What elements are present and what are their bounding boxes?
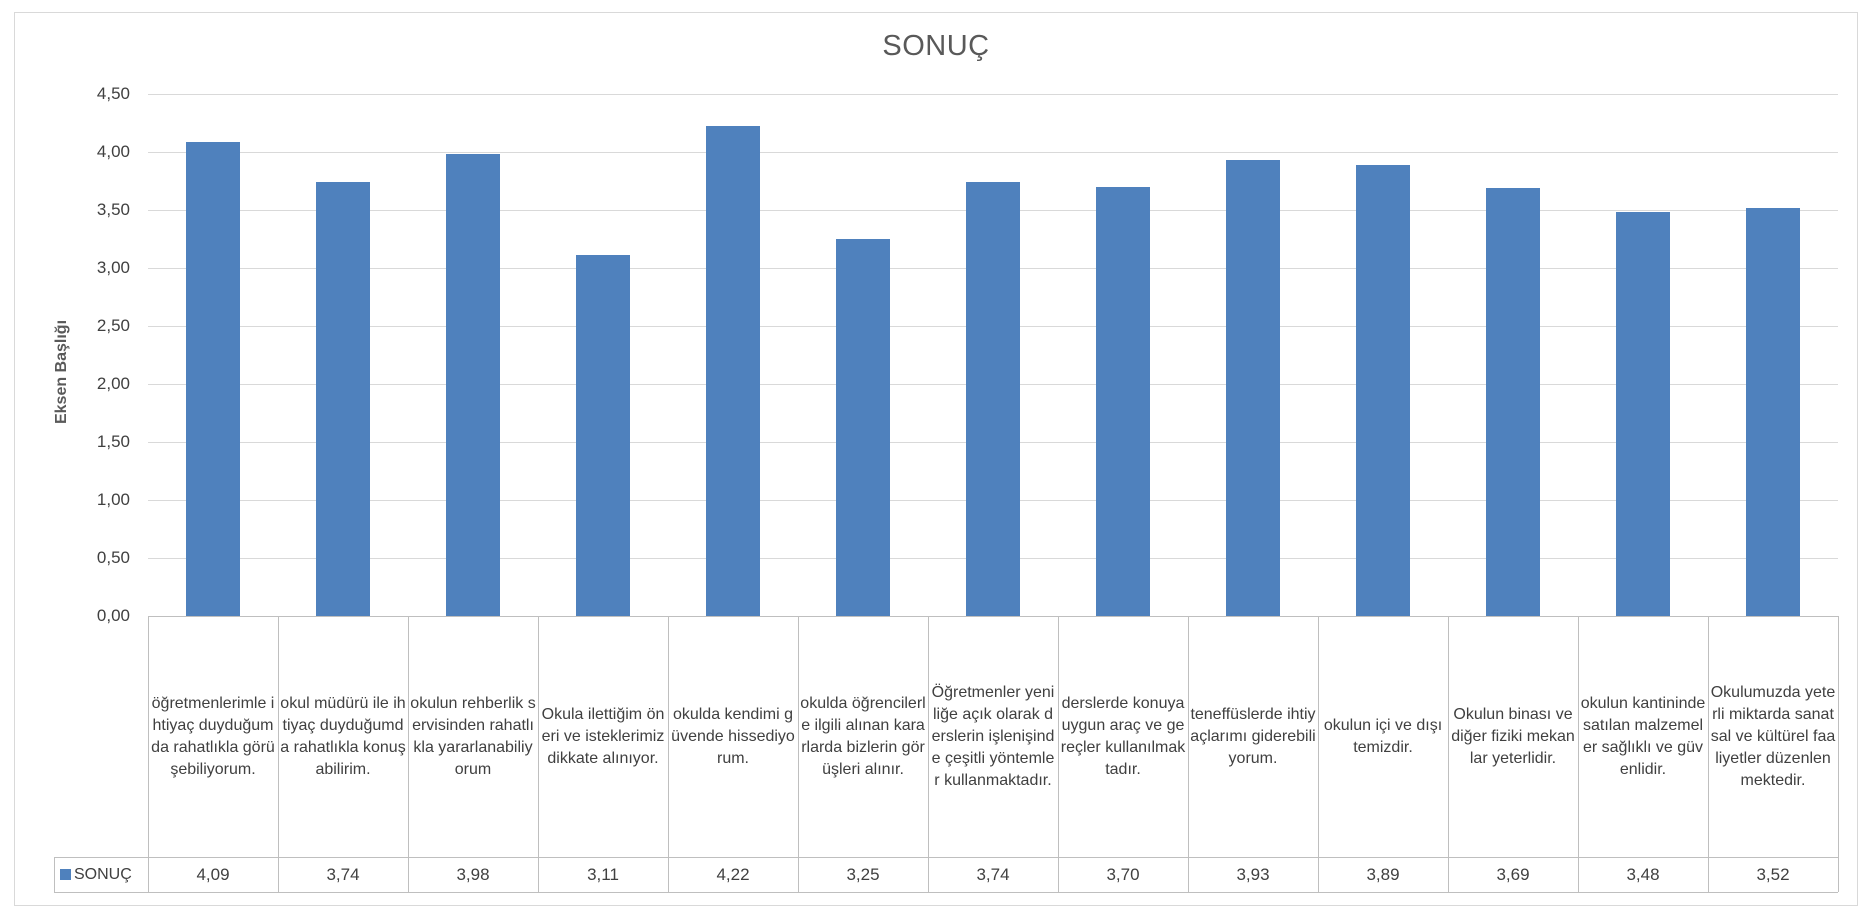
table-vline (668, 616, 669, 892)
category-label-text: okulun kantininde satılan malzemeler sağ… (1580, 695, 1706, 778)
table-vline (54, 857, 55, 892)
data-value-label: 3,25 (846, 864, 880, 884)
y-tick-label: 2,00 (96, 374, 130, 393)
category-label: okulun kantininde satılan malzemeler sağ… (1578, 618, 1708, 856)
bar (446, 154, 500, 616)
bar (836, 239, 890, 616)
bar (966, 182, 1020, 616)
data-value-label: 3,93 (1236, 864, 1270, 884)
bar (1616, 212, 1670, 616)
gridline (148, 152, 1838, 153)
table-vline (1838, 616, 1839, 892)
table-vline (1708, 616, 1709, 892)
category-label-text: okulda kendimi güvende hissediyorum. (671, 706, 795, 767)
category-label-text: öğretmenlerimle ihtiyaç duyduğumda rahat… (151, 695, 275, 778)
category-label-text: okulda öğrencilerle ilgili alınan kararl… (800, 695, 926, 778)
y-tick-label: 1,50 (96, 432, 130, 451)
bar (576, 255, 630, 616)
category-label: okulun rehberlik servisinden rahatlıkla … (408, 618, 538, 856)
bar (186, 141, 240, 616)
bar (316, 182, 370, 616)
legend-swatch (60, 869, 71, 880)
category-label: Okula ilettiğim öneri ve isteklerimiz di… (538, 618, 668, 856)
category-label-text: Okula ilettiğim öneri ve isteklerimiz di… (541, 706, 665, 767)
category-label: öğretmenlerimle ihtiyaç duyduğumda rahat… (148, 618, 278, 856)
table-vline (408, 616, 409, 892)
data-value-label: 3,74 (326, 864, 360, 884)
gridline (148, 616, 1838, 617)
data-value-label: 3,48 (1626, 864, 1660, 884)
category-label-text: okul müdürü ile ihtiyaç duyduğumda rahat… (280, 695, 406, 778)
y-tick-label: 3,50 (96, 200, 130, 219)
data-value-label: 3,11 (587, 864, 619, 884)
data-value-label: 3,70 (1106, 864, 1140, 884)
category-label: okulda kendimi güvende hissediyorum. (668, 618, 798, 856)
category-label-text: Okulumuzda yeterli miktarda sanatsal ve … (1710, 684, 1836, 789)
bar (1226, 160, 1280, 616)
category-label: okulun içi ve dışı temizdir. (1318, 618, 1448, 856)
data-value-label: 4,09 (196, 864, 230, 884)
category-label: okulda öğrencilerle ilgili alınan kararl… (798, 618, 928, 856)
bar (1486, 187, 1540, 616)
gridline (148, 94, 1838, 95)
data-value-label: 3,69 (1496, 864, 1530, 884)
bar (1746, 207, 1800, 616)
table-vline (928, 616, 929, 892)
legend-entry: SONUÇ (54, 858, 146, 891)
data-value-label: 4,22 (716, 864, 750, 884)
bar (1356, 164, 1410, 616)
category-label: derslerde konuya uygun araç ve gereçler … (1058, 618, 1188, 856)
legend-label: SONUÇ (74, 865, 132, 883)
table-vline (1448, 616, 1449, 892)
category-label: Okulun binası ve diğer fiziki mekanlar y… (1448, 618, 1578, 856)
category-label: Öğretmenler yeniliğe açık olarak dersler… (928, 618, 1058, 856)
table-vline (1058, 616, 1059, 892)
table-vline (148, 616, 149, 892)
category-label: okul müdürü ile ihtiyaç duyduğumda rahat… (278, 618, 408, 856)
table-vline (1578, 616, 1579, 892)
table-hline (54, 857, 1838, 858)
bar (706, 126, 760, 616)
bar (1096, 186, 1150, 616)
y-tick-label: 0,00 (96, 606, 130, 625)
category-label: teneffüslerde ihtiyaçlarımı giderebiliyo… (1188, 618, 1318, 856)
table-vline (798, 616, 799, 892)
category-label: Okulumuzda yeterli miktarda sanatsal ve … (1708, 618, 1838, 856)
y-tick-label: 3,00 (96, 258, 130, 277)
category-label-text: teneffüslerde ihtiyaçlarımı giderebiliyo… (1190, 706, 1316, 767)
category-label-text: Öğretmenler yeniliğe açık olarak dersler… (931, 684, 1055, 789)
data-value-label: 3,74 (976, 864, 1010, 884)
table-vline (278, 616, 279, 892)
data-value-label: 3,52 (1756, 864, 1790, 884)
data-value-label: 3,98 (456, 864, 490, 884)
table-vline (538, 616, 539, 892)
y-tick-label: 0,50 (96, 548, 130, 567)
table-vline (1318, 616, 1319, 892)
category-label-text: okulun rehberlik servisinden rahatlıkla … (410, 695, 536, 778)
y-tick-label: 1,00 (96, 490, 130, 509)
category-label-text: Okulun binası ve diğer fiziki mekanlar y… (1451, 706, 1575, 767)
category-label-text: derslerde konuya uygun araç ve gereçler … (1060, 695, 1186, 778)
category-label-text: okulun içi ve dışı temizdir. (1323, 717, 1443, 756)
table-vline (1188, 616, 1189, 892)
table-hline (54, 892, 1838, 893)
y-tick-label: 2,50 (96, 316, 130, 335)
y-tick-label: 4,50 (96, 84, 130, 103)
chart-title: SONUÇ (882, 30, 990, 62)
y-tick-label: 4,00 (96, 142, 130, 161)
data-value-label: 3,89 (1366, 864, 1400, 884)
